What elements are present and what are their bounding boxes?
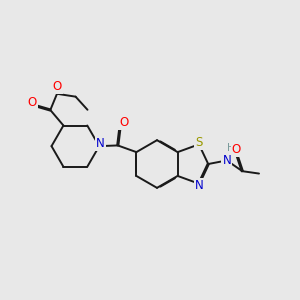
- Text: N: N: [222, 154, 231, 167]
- Text: N: N: [195, 179, 203, 192]
- Text: H: H: [227, 143, 235, 153]
- Text: S: S: [195, 136, 203, 148]
- Text: O: O: [52, 80, 62, 93]
- Text: N: N: [96, 137, 105, 150]
- Text: O: O: [28, 96, 37, 110]
- Text: O: O: [119, 116, 128, 129]
- Text: O: O: [232, 143, 241, 156]
